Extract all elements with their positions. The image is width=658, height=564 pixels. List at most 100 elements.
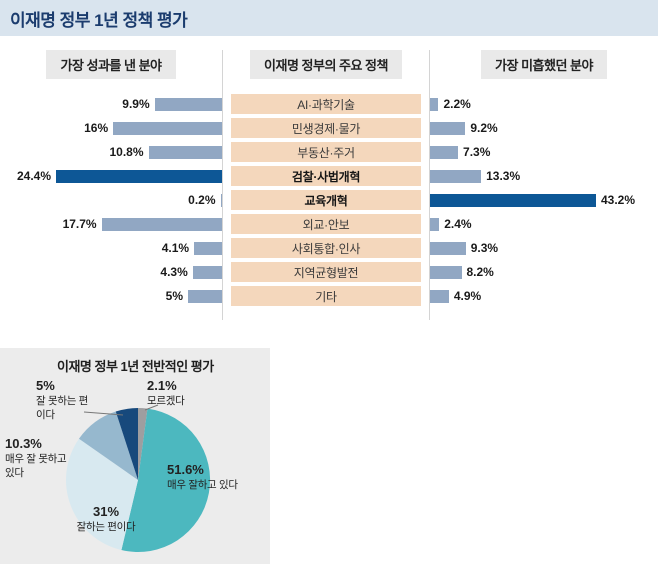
bar-value-label: 7.3%	[463, 145, 491, 159]
pie-slice	[121, 408, 211, 553]
pie-label-poor: 5% 잘 못하는 편이다	[36, 378, 92, 422]
pie-slice	[115, 408, 138, 480]
bar-value-label: 43.2%	[601, 193, 636, 207]
pie-label-verypoor-value: 10.3%	[5, 436, 42, 451]
policy-category: AI·과학기술	[231, 94, 421, 114]
policy-chart-panel: 가장 성과를 낸 분야 9.9% 16% 10.8% 24.4% 0.2% 17.7% 4.…	[0, 36, 658, 320]
chart-row: 9.9%	[0, 92, 222, 116]
overall-card-title: 이재명 정부 1년 전반적인 평가	[57, 359, 214, 374]
policy-category: 지역균형발전	[231, 262, 421, 282]
performance-column: 가장 성과를 낸 분야 9.9% 16% 10.8% 24.4% 0.2% 17.7% 4.…	[0, 50, 222, 320]
policy-category: 민생경제·물가	[231, 118, 421, 138]
pie-label-good: 31% 잘하는 편이다	[64, 504, 148, 535]
pie-leader-line	[83, 411, 124, 416]
chart-row: 9.2%	[430, 116, 658, 140]
pie-label-poor-text: 잘 못하는 편이다	[36, 394, 89, 421]
chart-row: 24.4%	[0, 164, 222, 188]
performance-header-wrap: 가장 성과를 낸 분야	[0, 50, 222, 79]
policy-category: 기타	[231, 286, 421, 306]
chart-row: 13.3%	[430, 164, 658, 188]
insufficient-bar	[430, 241, 466, 255]
chart-row: 사회통합·인사	[223, 236, 429, 260]
insufficient-bar	[430, 217, 440, 231]
chart-row: 기타	[223, 284, 429, 308]
chart-row: 4.1%	[0, 236, 222, 260]
chart-row: 7.3%	[430, 140, 658, 164]
bar-value-label: 2.4%	[444, 217, 472, 231]
chart-row: 8.2%	[430, 260, 658, 284]
insufficient-bar	[430, 145, 459, 159]
chart-row: 17.7%	[0, 212, 222, 236]
overall-evaluation-card: 이재명 정부 1년 전반적인 평가 5% 잘 못하는 편이다 2.1% 모르겠다…	[0, 348, 270, 564]
bar-value-label: 9.9%	[122, 97, 150, 111]
page-title: 이재명 정부 1년 정책 평가	[10, 10, 188, 30]
policy-category: 교육개혁	[231, 190, 421, 210]
bar-value-label: 4.3%	[160, 265, 188, 279]
bar-value-label: 16%	[84, 121, 109, 135]
bar-value-label: 2.2%	[443, 97, 471, 111]
chart-row: 부동산·주거	[223, 140, 429, 164]
pie-label-dontknow-value: 2.1%	[147, 378, 177, 393]
chart-row: 교육개혁	[223, 188, 429, 212]
performance-bar	[194, 241, 222, 255]
chart-row: 2.4%	[430, 212, 658, 236]
bar-value-label: 13.3%	[486, 169, 521, 183]
top-header: 이재명 정부 1년 정책 평가	[0, 0, 658, 36]
chart-row: 4.9%	[430, 284, 658, 308]
policy-column-title: 이재명 정부의 주요 정책	[250, 50, 402, 79]
bar-value-label: 24.4%	[16, 169, 51, 183]
bar-value-label: 5%	[165, 289, 183, 303]
overall-pie-chart	[65, 404, 211, 553]
performance-bar	[192, 265, 222, 279]
pie-label-verygood-text: 매우 잘하고 있다	[167, 478, 238, 491]
insufficient-column: 가장 미흡했던 분야 2.2% 9.2% 7.3% 13.3% 43.2% 2.4% 9.3…	[430, 50, 658, 320]
bar-value-label: 0.2%	[188, 193, 216, 207]
performance-bar	[56, 169, 222, 183]
performance-rows: 9.9% 16% 10.8% 24.4% 0.2% 17.7% 4.1% 4.3% 5%	[0, 92, 222, 308]
pie-label-good-value: 31%	[92, 504, 120, 519]
performance-bar	[101, 217, 222, 231]
performance-bar	[113, 121, 222, 135]
chart-row: 9.3%	[430, 236, 658, 260]
insufficient-header-wrap: 가장 미흡했던 분야	[430, 50, 658, 79]
pie-slice	[138, 408, 148, 480]
bar-value-label: 4.1%	[161, 241, 190, 255]
bar-value-label: 9.2%	[470, 121, 498, 135]
pie-leader-line	[144, 404, 159, 411]
pie-label-dontknow: 2.1% 모르겠다	[147, 378, 213, 409]
pie-label-good-text: 잘하는 편이다	[76, 520, 136, 533]
insufficient-bar	[430, 169, 482, 183]
performance-bar	[220, 193, 222, 207]
pie-label-verypoor: 10.3% 매우 잘 못하고 있다	[5, 436, 69, 480]
insufficient-bar	[430, 289, 449, 303]
chart-row: 외교·안보	[223, 212, 429, 236]
chart-row: 16%	[0, 116, 222, 140]
pie-label-verygood: 51.6% 매우 잘하고 있다	[167, 462, 263, 493]
performance-column-title: 가장 성과를 낸 분야	[46, 50, 176, 79]
pie-label-poor-value: 5%	[36, 378, 55, 393]
chart-row: 10.8%	[0, 140, 222, 164]
policy-category: 사회통합·인사	[231, 238, 421, 258]
insufficient-column-title: 가장 미흡했던 분야	[481, 50, 607, 79]
policy-category: 검찰·사법개혁	[231, 166, 421, 186]
policy-category: 부동산·주거	[231, 142, 421, 162]
pie-label-dontknow-text: 모르겠다	[147, 394, 185, 407]
bar-value-label: 4.9%	[453, 289, 482, 303]
policy-category: 외교·안보	[231, 214, 421, 234]
pie-label-verygood-value: 51.6%	[167, 462, 204, 477]
performance-bar	[148, 145, 222, 159]
chart-row: 5%	[0, 284, 222, 308]
pie-slice	[65, 438, 138, 551]
bar-value-label: 9.3%	[470, 241, 499, 255]
chart-row: 민생경제·물가	[223, 116, 429, 140]
policy-header-wrap: 이재명 정부의 주요 정책	[223, 50, 429, 79]
insufficient-bar	[430, 265, 462, 279]
bar-value-label: 17.7%	[62, 217, 97, 231]
insufficient-rows: 2.2% 9.2% 7.3% 13.3% 43.2% 2.4% 9.3% 8.2% 4.9%	[430, 92, 658, 308]
chart-row: AI·과학기술	[223, 92, 429, 116]
pie-label-verypoor-text: 매우 잘 못하고 있다	[5, 452, 67, 479]
chart-row: 2.2%	[430, 92, 658, 116]
